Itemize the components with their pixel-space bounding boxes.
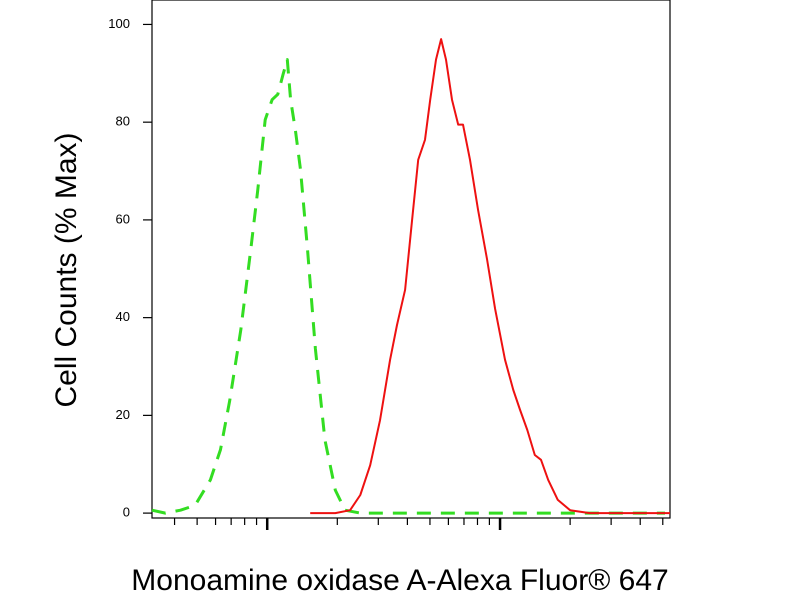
x-axis-label: Monoamine oxidase A-Alexa Fluor® 647	[131, 564, 668, 597]
y-tick-label: 20	[116, 407, 130, 422]
histogram-line	[151, 58, 665, 515]
y-axis-label: Cell Counts (% Max)	[50, 132, 83, 407]
y-tick-label: 0	[123, 505, 130, 520]
y-tick-label: 80	[116, 114, 130, 129]
y-tick-label: 40	[116, 309, 130, 324]
histogram-line	[310, 38, 670, 515]
y-tick-label: 100	[108, 16, 130, 31]
y-tick-label: 60	[116, 211, 130, 226]
plot-frame	[151, 0, 671, 519]
